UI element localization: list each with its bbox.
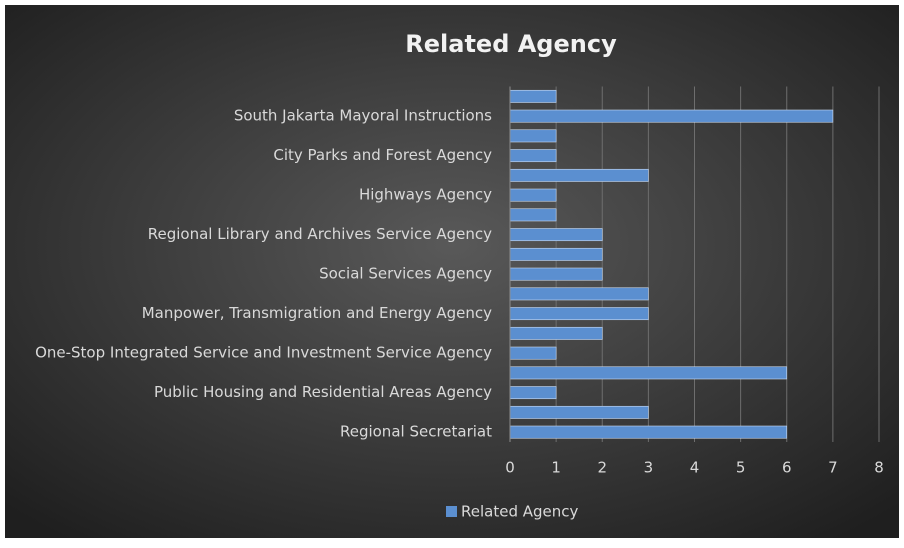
bar	[509, 386, 557, 400]
bar	[509, 208, 557, 222]
y-tick-label: Highways Agency	[359, 186, 492, 204]
bar	[509, 366, 788, 380]
x-tick-label: 5	[736, 459, 746, 477]
legend-swatch	[446, 506, 457, 517]
bar	[509, 149, 557, 163]
y-tick-label: One-Stop Integrated Service and Investme…	[35, 344, 492, 362]
x-tick-label: 7	[828, 459, 838, 477]
bar	[509, 287, 649, 301]
y-tick-label: City Parks and Forest Agency	[273, 146, 492, 164]
x-tick-label: 3	[644, 459, 654, 477]
bar	[509, 247, 603, 261]
bar	[509, 405, 649, 419]
y-tick-label: Social Services Agency	[319, 265, 492, 283]
chart-background	[5, 5, 899, 538]
x-tick-label: 4	[690, 459, 700, 477]
bar	[509, 89, 557, 103]
bar	[509, 168, 649, 182]
chart-title: Related Agency	[405, 30, 617, 58]
y-tick-label: Regional Secretariat	[340, 423, 492, 441]
x-tick-label: 2	[597, 459, 607, 477]
bar	[509, 307, 649, 321]
x-tick-label: 0	[505, 459, 515, 477]
bar	[509, 129, 557, 143]
y-tick-label: South Jakarta Mayoral Instructions	[234, 107, 492, 125]
bar	[509, 188, 557, 202]
bar	[509, 109, 834, 123]
x-tick-label: 8	[874, 459, 884, 477]
bar	[509, 326, 603, 340]
bar	[509, 267, 603, 281]
y-tick-label: Manpower, Transmigration and Energy Agen…	[142, 304, 492, 322]
x-tick-label: 1	[551, 459, 561, 477]
bar	[509, 228, 603, 242]
bar	[509, 346, 557, 360]
y-tick-label: Regional Library and Archives Service Ag…	[148, 225, 492, 243]
x-tick-label: 6	[782, 459, 792, 477]
legend-label: Related Agency	[461, 503, 579, 521]
y-tick-label: Public Housing and Residential Areas Age…	[154, 383, 492, 401]
bar	[509, 425, 788, 439]
